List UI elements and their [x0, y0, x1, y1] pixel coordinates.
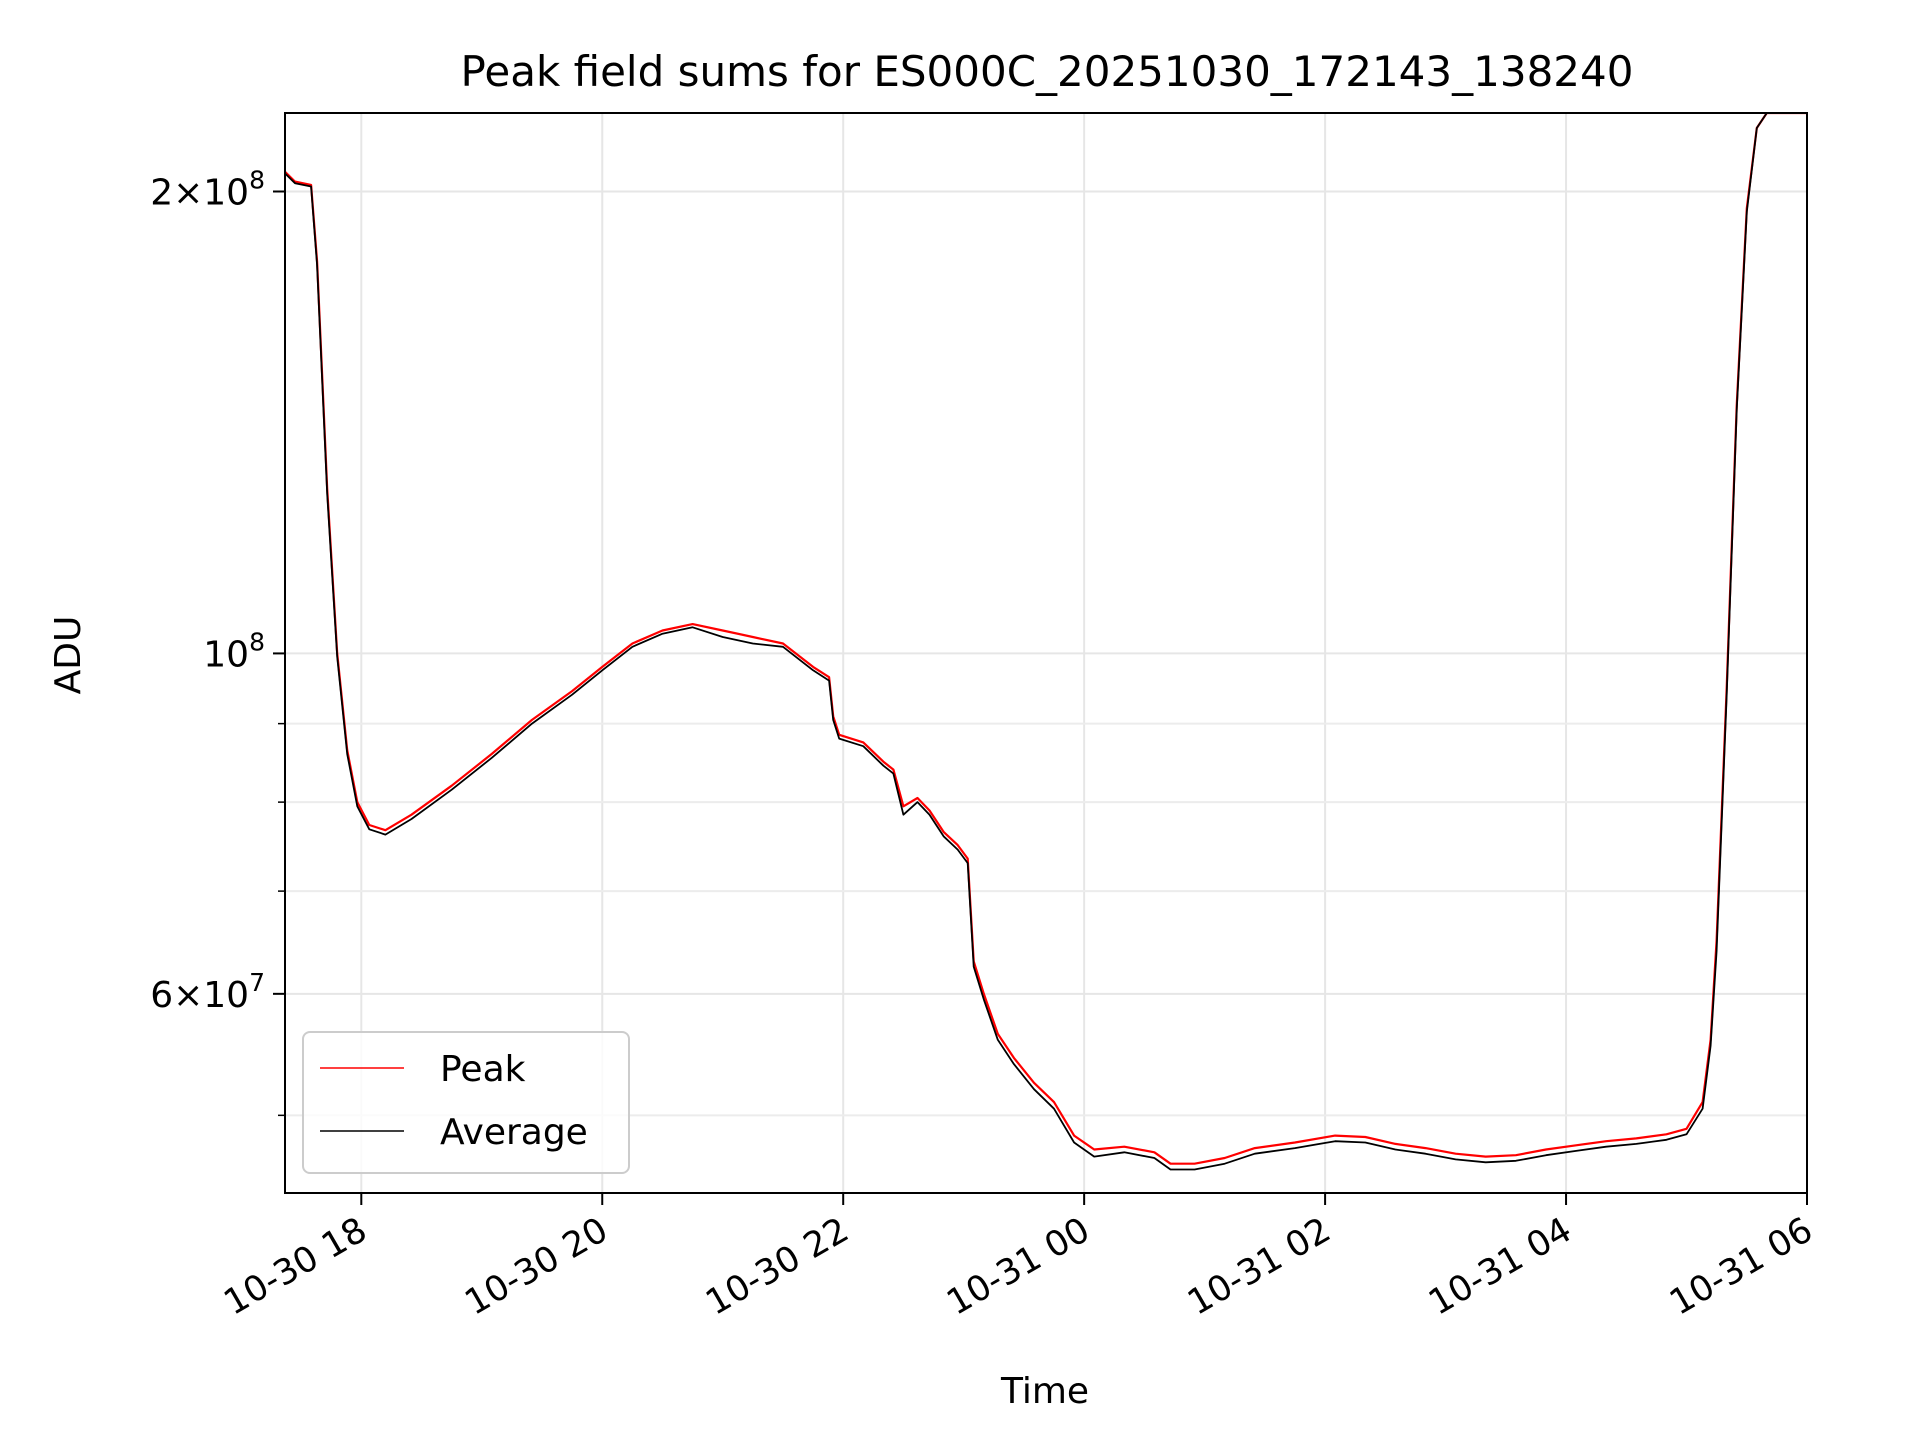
y-axis: 2×108 108 6×107: [150, 165, 285, 1117]
series-line-peak: [285, 113, 1807, 1165]
y-tick-label: 108: [203, 627, 265, 675]
legend[interactable]: Peak Average: [302, 1031, 630, 1174]
legend-label-peak: Peak: [440, 1049, 526, 1090]
series-line-average: [285, 113, 1807, 1171]
x-axis-label: Time: [1000, 1371, 1089, 1412]
legend-label-average: Average: [440, 1112, 588, 1153]
y-axis-label: ADU: [48, 616, 89, 695]
y-tick-label: 2×108: [150, 165, 265, 213]
y-tick-label: 6×107: [150, 968, 265, 1016]
chart-title: Peak field sums for ES000C_20251030_1721…: [461, 47, 1634, 96]
series-group: [285, 113, 1807, 1171]
